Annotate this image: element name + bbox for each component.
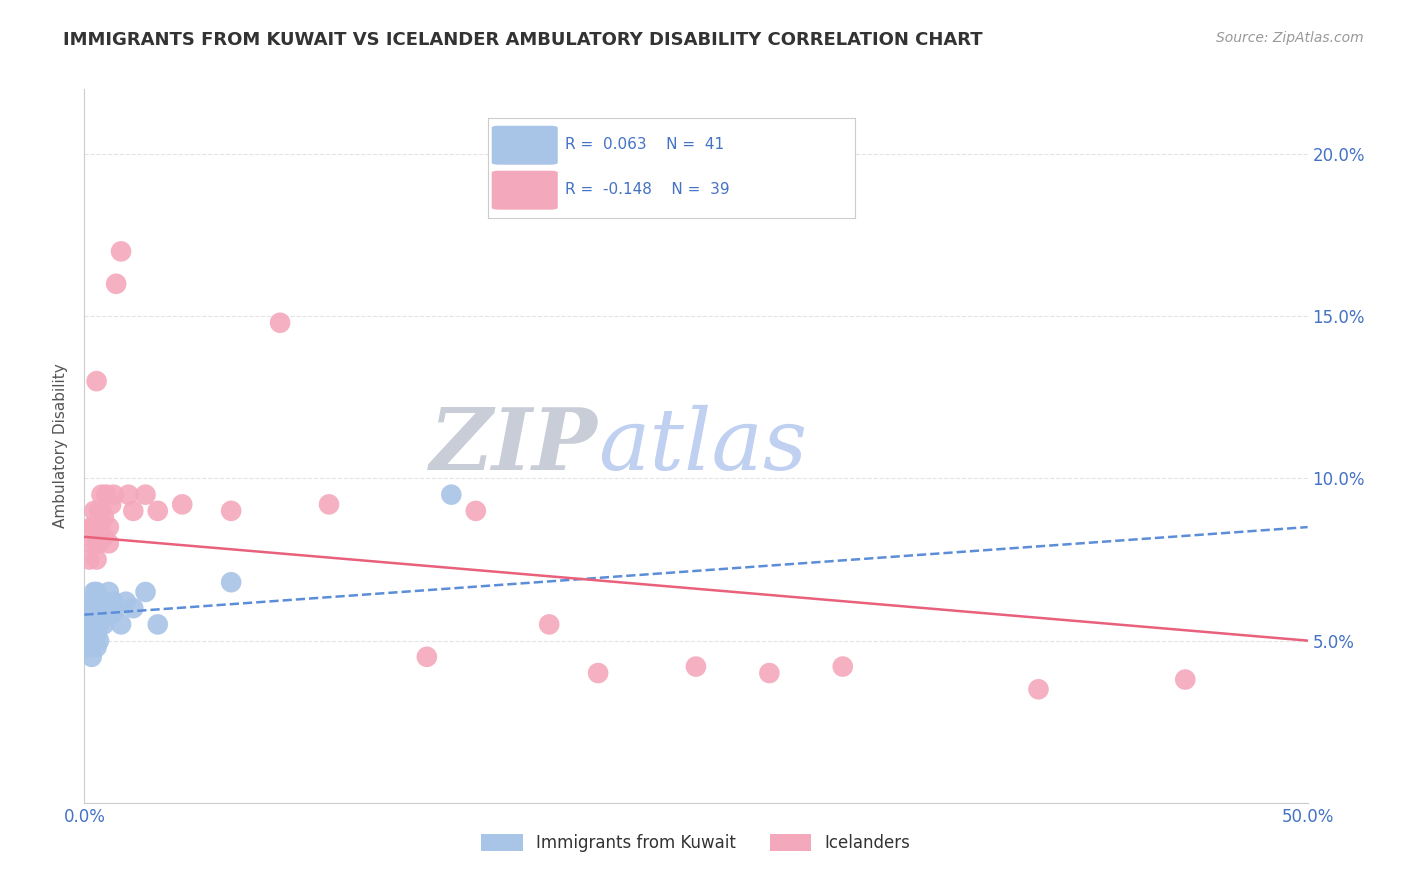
Point xyxy=(80,536,103,550)
Point xyxy=(105,601,128,615)
Point xyxy=(87,617,110,632)
Text: IMMIGRANTS FROM KUWAIT VS ICELANDER AMBULATORY DISABILITY CORRELATION CHART: IMMIGRANTS FROM KUWAIT VS ICELANDER AMBU… xyxy=(63,31,983,49)
Point xyxy=(76,633,98,648)
Point xyxy=(103,595,125,609)
Point xyxy=(77,552,100,566)
Point xyxy=(586,666,609,681)
Point xyxy=(86,585,108,599)
Point xyxy=(87,520,110,534)
Point xyxy=(100,607,122,622)
Point xyxy=(87,504,110,518)
Point xyxy=(80,607,103,622)
Point xyxy=(117,488,139,502)
Point xyxy=(135,488,157,502)
Point xyxy=(96,488,118,502)
Point xyxy=(87,601,110,615)
Point xyxy=(97,520,120,534)
Point xyxy=(86,640,108,654)
Point xyxy=(96,607,118,622)
Point xyxy=(146,504,169,518)
Text: ZIP: ZIP xyxy=(430,404,598,488)
Point xyxy=(90,595,112,609)
Point xyxy=(77,627,100,641)
Point xyxy=(80,617,103,632)
Point xyxy=(97,585,120,599)
Point xyxy=(172,497,194,511)
Point xyxy=(122,601,145,615)
Point xyxy=(80,633,103,648)
Point xyxy=(105,277,128,291)
Point xyxy=(77,640,100,654)
Legend: Immigrants from Kuwait, Icelanders: Immigrants from Kuwait, Icelanders xyxy=(475,827,917,859)
Point xyxy=(219,504,242,518)
Point xyxy=(115,595,138,609)
Point xyxy=(83,617,105,632)
Point xyxy=(83,601,105,615)
Point xyxy=(538,617,561,632)
Point xyxy=(77,607,100,622)
Point xyxy=(831,659,853,673)
Point xyxy=(440,488,463,502)
Point xyxy=(77,601,100,615)
Point xyxy=(110,617,132,632)
Point xyxy=(86,536,108,550)
Point xyxy=(135,585,157,599)
Point xyxy=(80,595,103,609)
Point xyxy=(416,649,439,664)
Point xyxy=(93,601,115,615)
Point xyxy=(80,520,103,534)
Point xyxy=(97,601,120,615)
Point xyxy=(90,504,112,518)
Point xyxy=(93,530,115,544)
Point xyxy=(76,617,98,632)
Point xyxy=(269,316,291,330)
Point xyxy=(97,536,120,550)
Point xyxy=(83,585,105,599)
Point xyxy=(90,607,112,622)
Point xyxy=(93,617,115,632)
Point xyxy=(87,536,110,550)
Point xyxy=(83,504,105,518)
Point xyxy=(77,617,100,632)
Point xyxy=(90,488,112,502)
Point xyxy=(464,504,486,518)
Point xyxy=(83,633,105,648)
Point xyxy=(219,575,242,590)
Point xyxy=(86,627,108,641)
Text: atlas: atlas xyxy=(598,405,807,487)
Point xyxy=(758,666,780,681)
Point xyxy=(86,374,108,388)
Point xyxy=(318,497,340,511)
Point xyxy=(1028,682,1050,697)
Point xyxy=(80,649,103,664)
Point xyxy=(685,659,707,673)
Point xyxy=(122,504,145,518)
Point xyxy=(1174,673,1197,687)
Point xyxy=(83,520,105,534)
Point xyxy=(110,244,132,259)
Text: Source: ZipAtlas.com: Source: ZipAtlas.com xyxy=(1216,31,1364,45)
Y-axis label: Ambulatory Disability: Ambulatory Disability xyxy=(53,364,69,528)
Point xyxy=(76,640,98,654)
Point xyxy=(86,552,108,566)
Point xyxy=(87,633,110,648)
Point xyxy=(100,497,122,511)
Point xyxy=(146,617,169,632)
Point xyxy=(103,488,125,502)
Point xyxy=(93,510,115,524)
Point xyxy=(86,607,108,622)
